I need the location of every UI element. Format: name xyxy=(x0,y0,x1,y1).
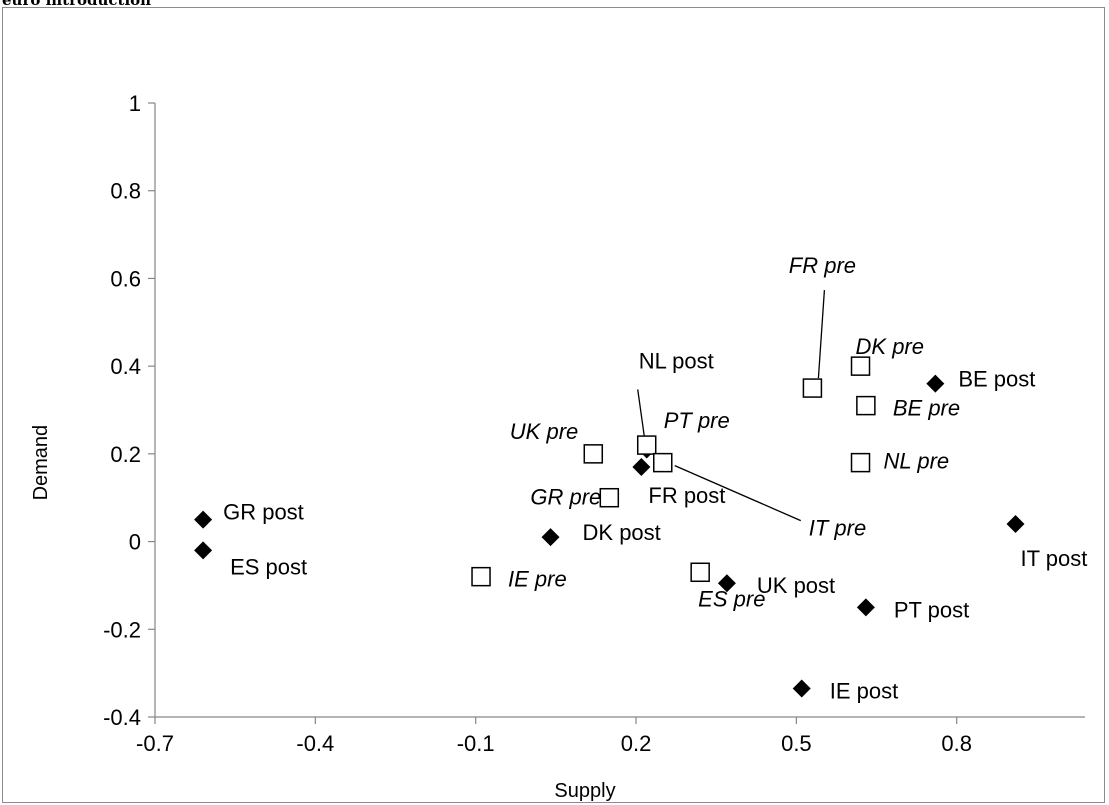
marker-it-post xyxy=(1006,515,1025,534)
label-dk-pre: DK pre xyxy=(856,334,924,359)
y-tick-label: 0 xyxy=(129,530,141,555)
label-dk-post: DK post xyxy=(583,520,661,545)
y-tick-label: 0.8 xyxy=(110,179,141,204)
marker-pt-pre xyxy=(636,435,657,455)
chart-frame xyxy=(2,7,1105,803)
label-uk-post: UK post xyxy=(757,573,835,598)
point-labels: GR post ES post DK post FR post NL post UK po… xyxy=(223,253,1087,703)
label-fr-pre: FR pre xyxy=(789,253,856,278)
marker-fr-post xyxy=(632,458,651,477)
leader-lines xyxy=(637,290,826,522)
axes: 10.80.60.40.20-0.2-0.4-0.7 -0.4 -0.1 0.2 0.5… xyxy=(103,91,1085,756)
label-es-post: ES post xyxy=(230,554,307,579)
marker-dk-post xyxy=(541,528,560,547)
leader-line xyxy=(674,465,802,522)
marker-pt-post xyxy=(856,598,875,617)
label-nl-pre: NL pre xyxy=(884,449,950,474)
marker-it-pre xyxy=(653,452,673,473)
label-fr-post: FR post xyxy=(648,483,725,508)
marker-ie-post xyxy=(792,679,811,698)
marker-uk-post xyxy=(717,574,736,593)
marker-fr-pre xyxy=(802,378,823,398)
figure-caption: euro introduction xyxy=(2,0,152,9)
marker-be-pre xyxy=(856,395,876,416)
marker-dk-pre xyxy=(850,356,871,376)
x-tick-label: 0.8 xyxy=(941,731,972,756)
y-tick-label: -0.4 xyxy=(103,705,141,730)
marker-uk-pre xyxy=(583,444,604,464)
label-be-post: BE post xyxy=(958,367,1035,392)
y-tick-label: -0.2 xyxy=(103,617,141,642)
marker-be-post xyxy=(926,374,945,393)
x-tick-label: 0.2 xyxy=(621,731,652,756)
leader-line xyxy=(817,290,826,379)
label-gr-post: GR post xyxy=(223,500,304,525)
label-pt-post: PT post xyxy=(894,597,969,622)
x-tick-label: 0.5 xyxy=(781,731,812,756)
marker-nl-pre xyxy=(850,452,871,473)
y-tick-label: 0.6 xyxy=(110,266,141,291)
y-tick-label: 0.2 xyxy=(110,442,141,467)
label-uk-pre: UK pre xyxy=(510,419,578,444)
label-es-pre: ES pre xyxy=(698,586,765,611)
label-it-post: IT post xyxy=(1021,546,1088,571)
marker-gr-pre xyxy=(599,487,620,508)
label-gr-pre: GR pre xyxy=(530,485,601,510)
y-tick-label: 0.4 xyxy=(110,354,141,379)
marker-gr-post xyxy=(194,510,213,529)
x-tick-label: -0.1 xyxy=(457,731,495,756)
leader-line xyxy=(637,389,646,440)
label-be-pre: BE pre xyxy=(893,396,960,421)
x-axis-title: Supply xyxy=(554,780,615,802)
y-tick-label: 1 xyxy=(129,91,141,116)
y-axis-title: Demand xyxy=(30,425,52,501)
label-it-pre: IT pre xyxy=(809,516,866,541)
label-ie-post: IE post xyxy=(830,678,898,703)
label-pt-pre: PT pre xyxy=(664,408,730,433)
x-tick-label: -0.7 xyxy=(136,731,174,756)
marker-es-post xyxy=(194,541,213,560)
label-nl-post: NL post xyxy=(639,348,714,373)
marker-ie-pre xyxy=(471,566,491,587)
marker-es-pre xyxy=(690,562,710,583)
label-ie-pre: IE pre xyxy=(508,567,567,592)
x-tick-label: -0.4 xyxy=(296,731,334,756)
data-points xyxy=(194,356,1025,698)
